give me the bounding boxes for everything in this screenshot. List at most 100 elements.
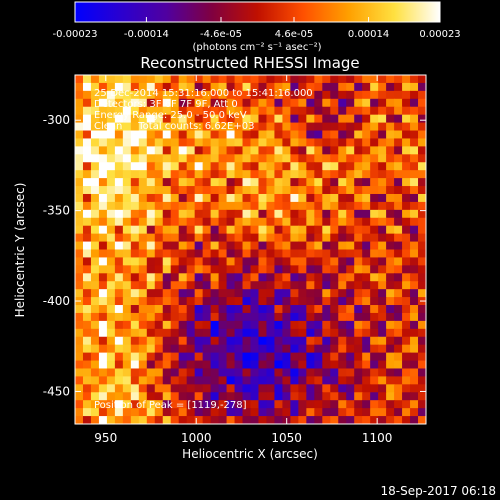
heatmap-cell	[266, 328, 276, 338]
heatmap-cell	[194, 162, 204, 171]
heatmap-cell	[274, 273, 284, 282]
heatmap-cell	[106, 241, 116, 251]
heatmap-cell	[210, 162, 220, 171]
heatmap-cell	[234, 154, 244, 163]
heatmap-cell	[98, 122, 108, 132]
heatmap-cell	[82, 90, 92, 100]
heatmap-cell	[186, 193, 196, 203]
heatmap-cell	[242, 201, 252, 211]
heatmap-cell	[298, 75, 307, 84]
heatmap-cell	[354, 384, 363, 393]
heatmap-cell	[170, 281, 180, 290]
heatmap-cell	[386, 114, 395, 124]
heatmap-cell	[186, 320, 196, 330]
heatmap-cell	[290, 257, 299, 266]
heatmap-cell	[258, 289, 268, 298]
heatmap-cell	[418, 320, 426, 330]
heatmap-cell	[322, 114, 331, 124]
heatmap-cell	[242, 360, 252, 370]
heatmap-cell	[202, 90, 212, 100]
heatmap-cell	[154, 233, 164, 243]
heatmap-cell	[210, 352, 220, 362]
heatmap-cell	[226, 193, 236, 203]
heatmap-cell	[370, 186, 379, 195]
heatmap-cell	[82, 225, 92, 235]
heatmap-cell	[210, 305, 220, 314]
heatmap-cell	[82, 281, 92, 290]
heatmap-cell	[338, 233, 347, 243]
heatmap-cell	[202, 376, 212, 385]
heatmap-cell	[75, 360, 84, 370]
heatmap-cell	[82, 408, 92, 417]
heatmap-cell	[242, 392, 252, 401]
heatmap-cell	[338, 98, 347, 108]
heatmap-cell	[162, 328, 172, 338]
heatmap-cell	[90, 130, 100, 140]
heatmap-cell	[362, 273, 371, 282]
heatmap-cell	[314, 178, 323, 187]
heatmap-cell	[106, 297, 116, 306]
heatmap-cell	[298, 106, 307, 116]
heatmap-cell	[98, 193, 108, 203]
heatmap-cell	[170, 312, 180, 322]
heatmap-cell	[82, 384, 92, 393]
heatmap-cell	[274, 312, 284, 322]
heatmap-cell	[210, 273, 220, 282]
heatmap-cell	[226, 368, 236, 378]
heatmap-cell	[378, 193, 387, 203]
heatmap-cell	[338, 178, 347, 187]
heatmap-cell	[75, 241, 84, 251]
heatmap-cell	[258, 82, 268, 92]
heatmap-cell	[202, 233, 212, 243]
heatmap-cell	[178, 146, 188, 155]
heatmap-cell	[114, 352, 124, 362]
heatmap-cell	[130, 320, 140, 330]
heatmap-cell	[194, 305, 204, 314]
heatmap-cell	[218, 114, 228, 124]
heatmap-cell	[202, 106, 212, 116]
heatmap-cell	[394, 320, 403, 330]
heatmap-cell	[330, 241, 339, 251]
heatmap-cell	[154, 130, 164, 140]
heatmap-cell	[250, 336, 260, 346]
heatmap-cell	[306, 392, 315, 401]
heatmap-cell	[226, 75, 236, 84]
heatmap-cell	[114, 320, 124, 330]
heatmap-cell	[170, 320, 180, 330]
heatmap-cell	[418, 82, 426, 92]
heatmap-cell	[314, 98, 323, 108]
heatmap-cell	[290, 328, 299, 338]
heatmap-cell	[194, 265, 204, 274]
heatmap-cell	[306, 170, 315, 179]
heatmap-cell	[394, 122, 403, 132]
heatmap-cell	[298, 98, 307, 108]
heatmap-cell	[226, 289, 236, 298]
heatmap-cell	[146, 114, 156, 124]
heatmap-cell	[322, 193, 331, 203]
heatmap-cell	[354, 352, 363, 362]
heatmap-cell	[282, 170, 291, 179]
heatmap-cell	[162, 162, 172, 171]
heatmap-cell	[394, 114, 403, 124]
heatmap-cell	[194, 233, 204, 243]
heatmap-cell	[378, 138, 387, 147]
heatmap-cell	[98, 114, 108, 124]
heatmap-cell	[122, 392, 132, 401]
heatmap-cell	[242, 281, 252, 290]
heatmap-cell	[370, 233, 379, 243]
heatmap-cell	[114, 233, 124, 243]
heatmap-cell	[210, 392, 220, 401]
heatmap-cell	[130, 82, 140, 92]
heatmap-cell	[154, 146, 164, 155]
heatmap-cell	[194, 114, 204, 124]
heatmap-cell	[146, 106, 156, 116]
heatmap-cell	[186, 225, 196, 235]
heatmap-cell	[354, 170, 363, 179]
heatmap-cell	[90, 328, 100, 338]
heatmap-cell	[362, 154, 371, 163]
heatmap-cell	[75, 265, 84, 274]
heatmap-cell	[378, 90, 387, 100]
heatmap-cell	[290, 352, 299, 362]
heatmap-cell	[210, 336, 220, 346]
heatmap-cell	[402, 336, 411, 346]
